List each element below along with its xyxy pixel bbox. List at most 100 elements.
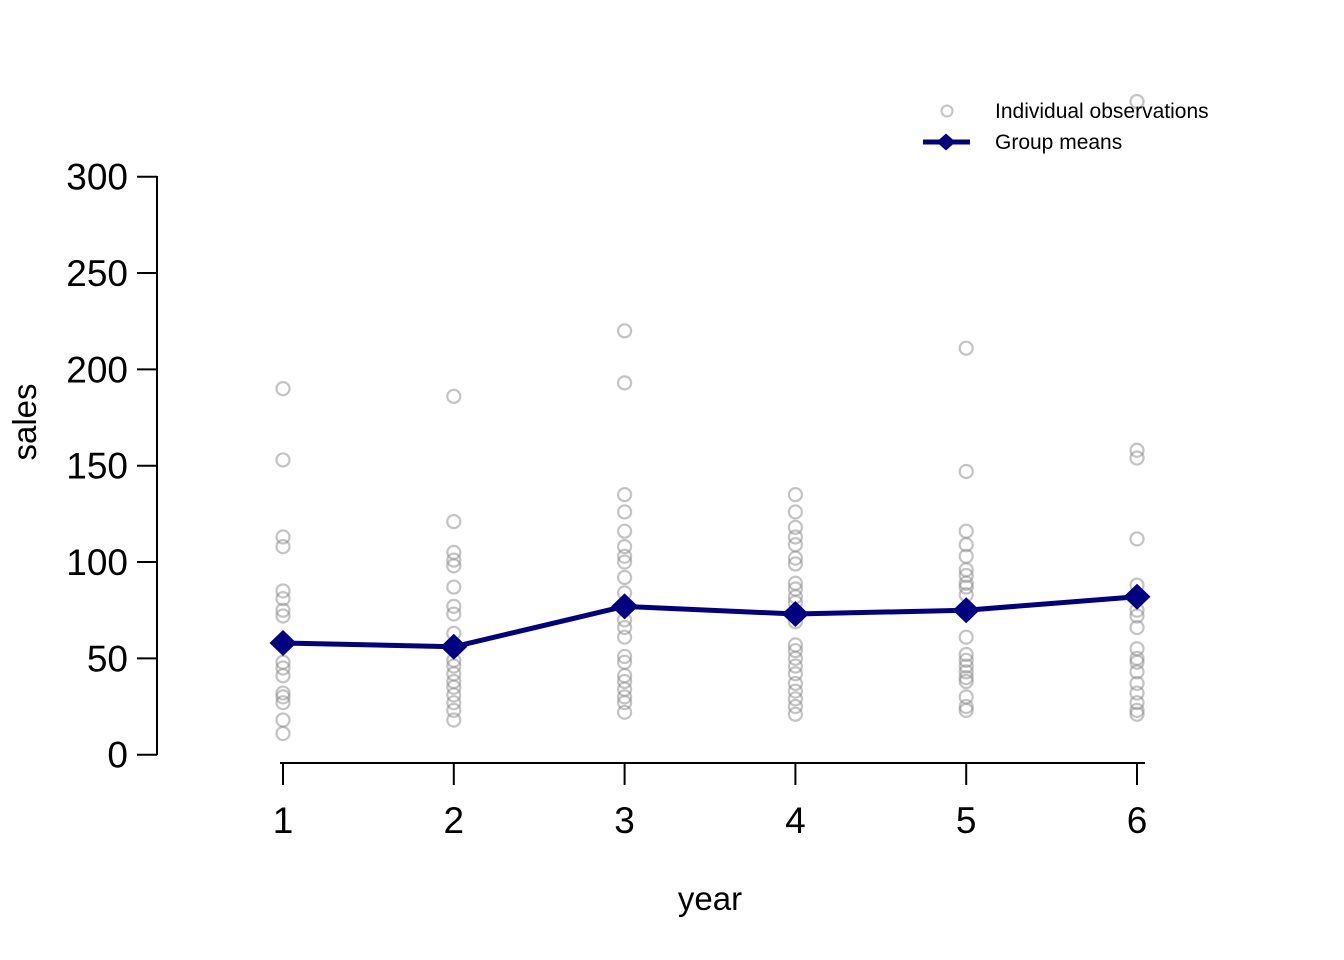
y-axis-tick-label: 150: [66, 446, 128, 487]
y-axis-title: sales: [6, 383, 43, 460]
observation-point: [958, 652, 974, 668]
observation-point: [446, 687, 462, 703]
observation-point: [1129, 442, 1145, 458]
observation-point: [1129, 664, 1145, 680]
observation-point: [275, 602, 291, 618]
observation-point: [616, 673, 633, 690]
observation-point: [787, 675, 804, 692]
group-mean-marker: [952, 597, 980, 624]
group-mean-marker: [1123, 583, 1151, 610]
observation-point: [616, 569, 633, 586]
group-mean-marker: [781, 601, 809, 628]
observation-point: [275, 381, 291, 397]
group-mean-marker: [269, 629, 297, 656]
observation-point: [446, 712, 462, 728]
observation-point: [446, 606, 462, 622]
observation-point: [275, 529, 291, 545]
observation-point: [787, 650, 804, 666]
observation-point: [958, 523, 974, 539]
group-mean-marker: [611, 593, 639, 620]
observation-point: [275, 539, 291, 555]
observation-point: [787, 537, 804, 553]
legend-observations-marker-icon: [940, 104, 954, 118]
observation-point: [616, 323, 633, 339]
observation-point: [446, 558, 462, 574]
y-axis-tick-label: 50: [87, 638, 128, 679]
observation-point: [787, 519, 804, 535]
x-axis-tick-label: 6: [1127, 800, 1148, 841]
observation-point: [616, 629, 633, 645]
observation-point: [616, 704, 633, 720]
observation-point: [616, 486, 633, 503]
observation-point: [446, 695, 462, 711]
observation-point: [616, 548, 633, 564]
legend-means-label: Group means: [995, 131, 1122, 154]
observation-point: [1129, 619, 1145, 636]
observation-point: [275, 712, 291, 728]
observation-point: [1129, 531, 1145, 547]
observation-point: [787, 658, 804, 674]
observation-point: [446, 513, 462, 530]
legend-observations-label: Individual observations: [995, 100, 1209, 123]
x-axis-tick-label: 3: [614, 800, 635, 841]
observation-point: [275, 660, 291, 676]
observation-point: [787, 706, 804, 722]
observation-point: [1129, 93, 1145, 110]
observation-point: [1129, 450, 1145, 466]
observation-point: [616, 523, 633, 539]
observation-point: [446, 702, 462, 718]
y-axis-tick-label: 100: [66, 542, 128, 583]
y-axis-tick-label: 200: [66, 349, 128, 390]
observation-point: [787, 556, 804, 572]
observation-point: [787, 529, 804, 545]
observation-point: [446, 579, 462, 595]
observation-point: [1129, 675, 1145, 692]
observation-point: [1129, 695, 1145, 711]
observation-point: [958, 673, 974, 690]
observation-point: [616, 648, 633, 665]
legend: Individual observations Group means: [923, 100, 1209, 154]
observation-point: [787, 683, 804, 699]
group-means-line: [280, 594, 1140, 650]
x-axis-title: year: [678, 880, 742, 917]
observation-point: [958, 658, 974, 674]
y-axis-tick-label: 250: [66, 253, 128, 294]
observation-point: [787, 643, 804, 659]
observation-point: [275, 591, 291, 607]
x-axis-tick-label: 2: [444, 800, 465, 841]
observation-point: [446, 388, 462, 404]
legend-means-marker-icon: [936, 133, 956, 151]
observation-point: [958, 702, 974, 718]
axes: 0 50 100 150 200 250 300 1 2 3 4 5 6: [66, 157, 1147, 841]
x-axis-tick-label: 1: [273, 800, 294, 841]
observation-point: [616, 539, 633, 555]
observation-point: [958, 537, 974, 553]
group-mean-marker: [440, 633, 468, 660]
group-means-series: [269, 583, 1151, 660]
observation-point: [275, 725, 291, 742]
y-axis-tick-label: 0: [107, 735, 128, 776]
observation-point: [958, 646, 974, 663]
observation-point: [958, 340, 974, 356]
observation-point: [958, 567, 974, 584]
observation-point: [958, 463, 974, 480]
observation-point: [787, 691, 804, 707]
x-axis-tick-label: 5: [956, 800, 977, 841]
observation-point: [958, 664, 974, 680]
observation-point: [787, 698, 804, 715]
observation-point: [616, 689, 633, 705]
observation-point: [787, 550, 804, 566]
observation-point: [275, 668, 291, 684]
observation-point: [275, 695, 291, 711]
observation-point: [446, 552, 462, 568]
observation-point: [616, 375, 633, 391]
observation-point: [275, 608, 291, 624]
x-axis-tick-label: 4: [785, 800, 806, 841]
observation-point: [1129, 654, 1145, 670]
observation-point: [958, 579, 974, 595]
observation-point: [275, 689, 291, 705]
observation-point: [787, 504, 804, 520]
observation-point: [275, 583, 291, 599]
